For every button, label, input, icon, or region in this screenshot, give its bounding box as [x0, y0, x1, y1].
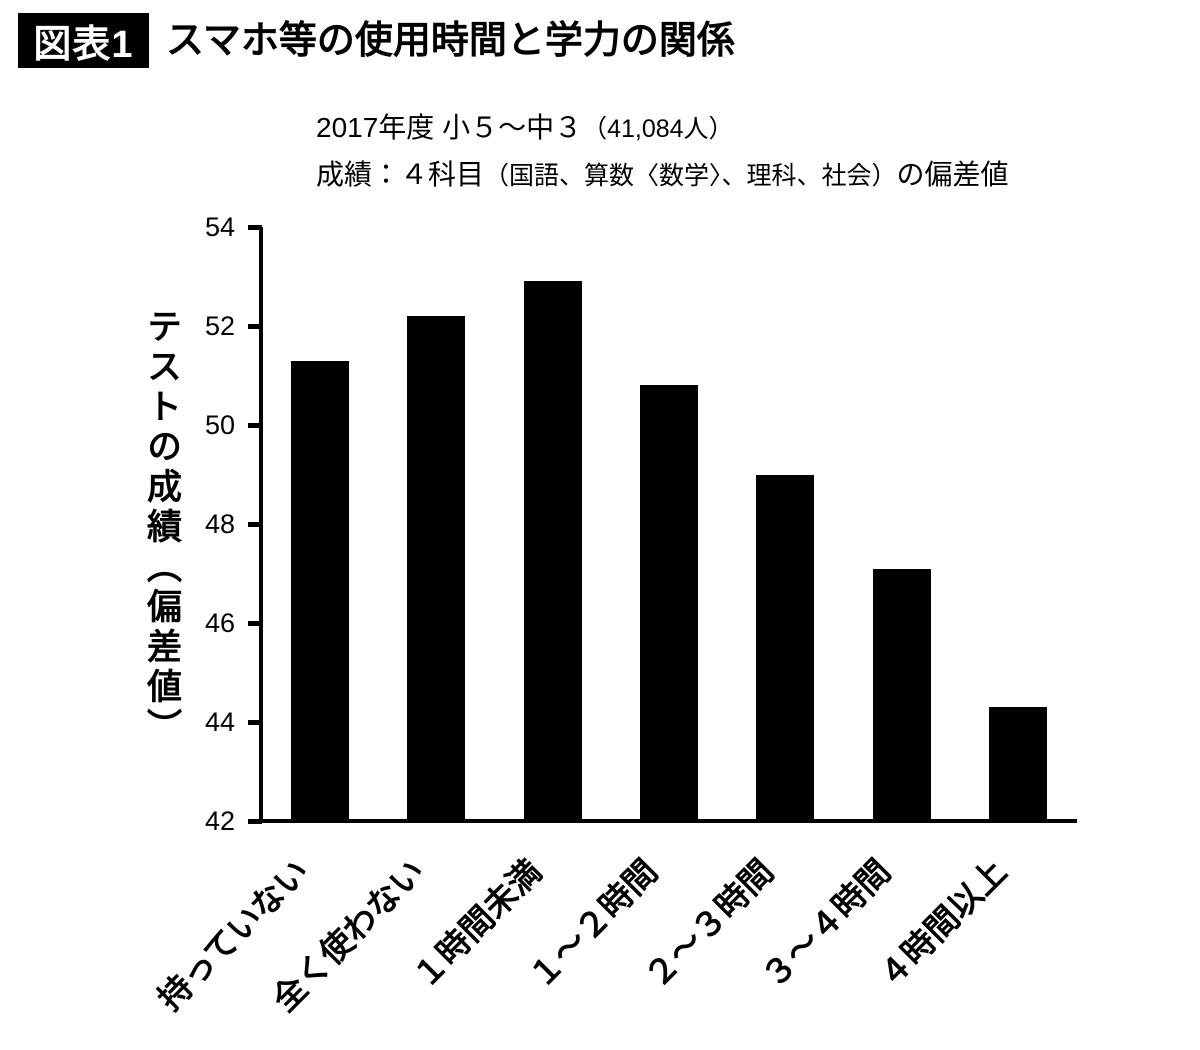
plot-area: 54 52 50 48 46 44 42 持っていない 全く使わない １時間未満 １～２時間 ２～３時… — [150, 212, 1077, 1018]
bar — [523, 281, 582, 821]
y-tick — [248, 323, 262, 329]
y-tick-label: 48 — [204, 509, 235, 539]
subtitle-line1-main: 2017年度 小５～中３ — [316, 112, 583, 143]
figure-badge-label: 図表1 — [33, 24, 134, 66]
bar — [407, 316, 466, 821]
chart-subtitle-line2: 成績：４科目（国語、算数〈数学〉、理科、社会）の偏差値 — [316, 152, 1009, 199]
subtitle-line2-main: 成績：４科目 — [316, 159, 485, 190]
figure-badge: 図表1 — [18, 13, 149, 68]
y-tick-label: 54 — [204, 212, 235, 242]
y-tick — [248, 818, 262, 824]
y-tick — [248, 719, 262, 725]
y-tick — [248, 521, 262, 527]
y-tick-label: 44 — [204, 707, 235, 737]
bar — [756, 474, 815, 821]
bar — [988, 707, 1047, 821]
y-tick-label: 46 — [204, 608, 235, 638]
figure-title: スマホ等の使用時間と学力の関係 — [166, 20, 735, 62]
x-axis-line — [258, 819, 1077, 823]
y-tick-label: 50 — [204, 410, 235, 440]
y-tick — [248, 422, 262, 428]
y-axis-title: テストの成績（偏差値） — [142, 308, 181, 748]
chart-subtitle: 2017年度 小５～中３（41,084人） 成績：４科目（国語、算数〈数学〉、理… — [316, 105, 1009, 199]
y-tick-label: 52 — [204, 311, 235, 341]
bar — [639, 385, 698, 821]
bar — [291, 360, 349, 821]
subtitle-line1-paren: （41,084人） — [582, 115, 734, 143]
chart-subtitle-line1: 2017年度 小５～中３（41,084人） — [316, 105, 1009, 152]
y-tick — [248, 620, 262, 626]
y-tick-label: 42 — [204, 806, 235, 836]
subtitle-line2-suffix: の偏差値 — [896, 159, 1009, 190]
subtitle-line2-paren: （国語、算数〈数学〉、理科、社会） — [484, 162, 897, 190]
y-tick — [248, 224, 262, 230]
bar — [872, 568, 931, 821]
